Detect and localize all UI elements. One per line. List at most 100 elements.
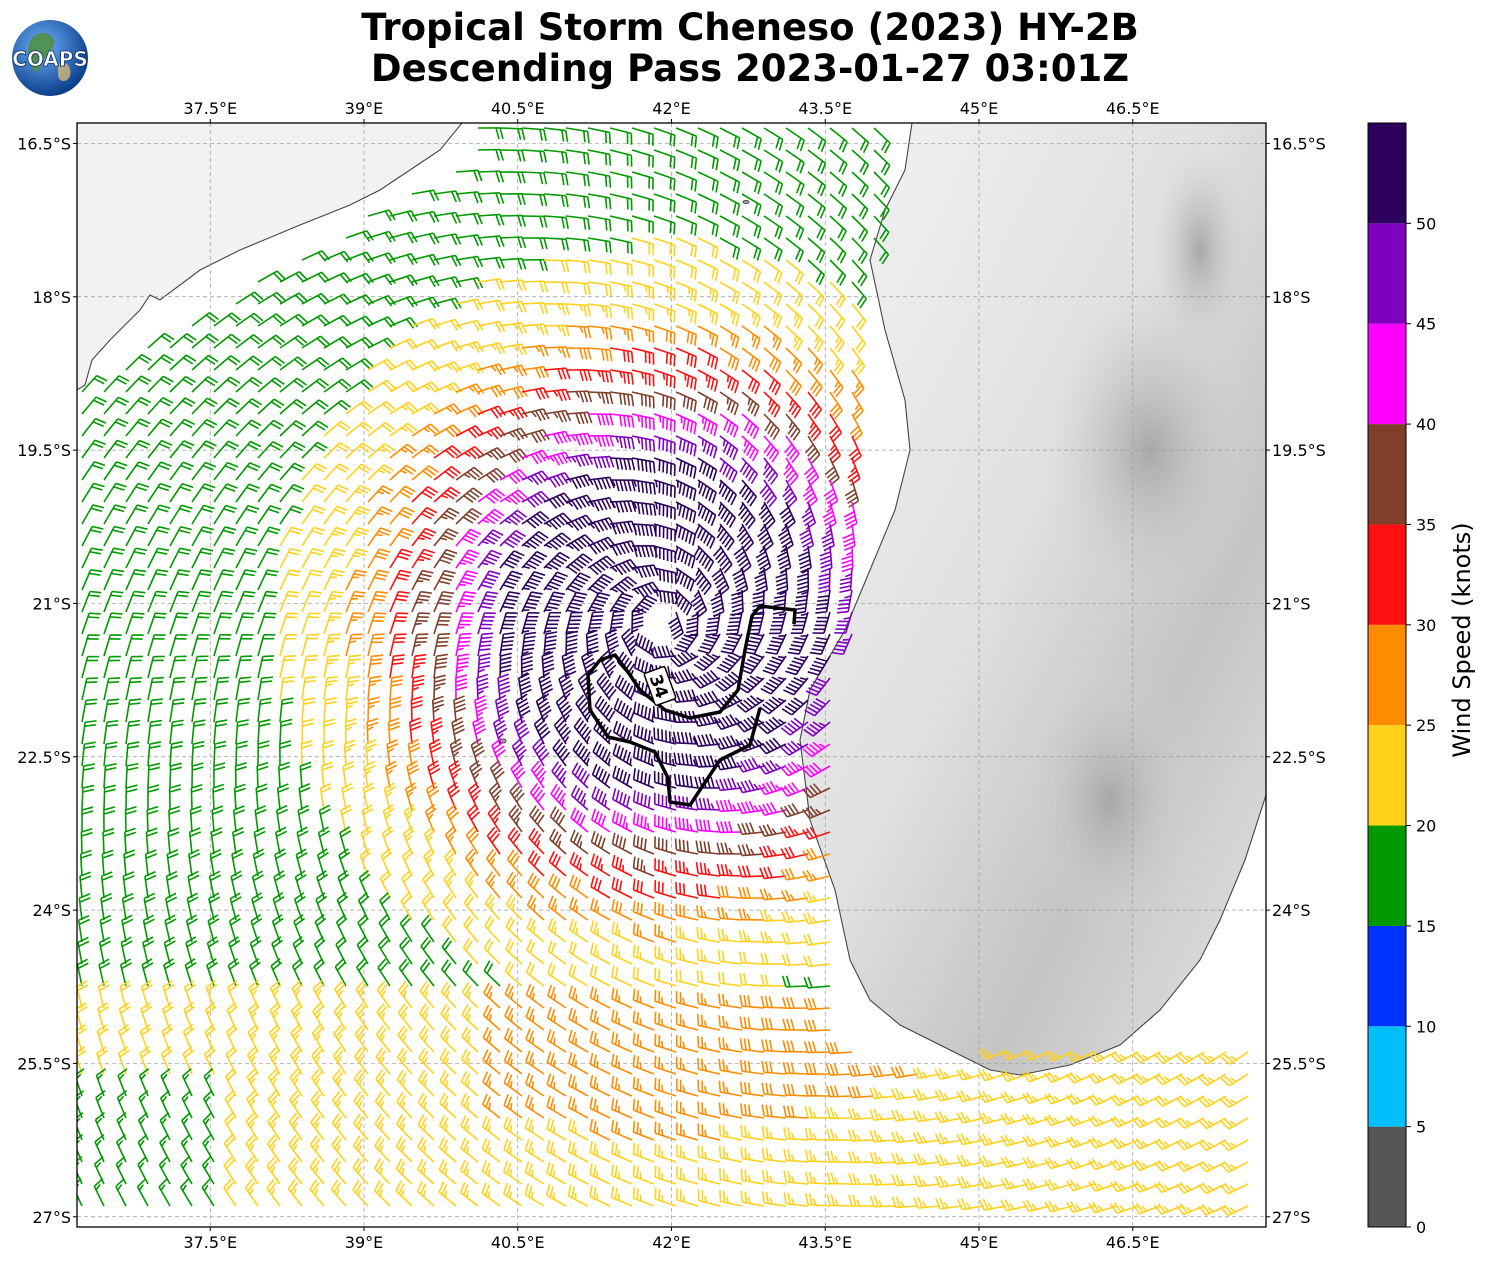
wind-barb [81, 720, 97, 745]
wind-barb [395, 1113, 413, 1141]
wind-barb [527, 872, 545, 899]
wind-barb [103, 612, 123, 635]
wind-barb [716, 523, 735, 551]
wind-barb [345, 336, 374, 349]
wind-barb [499, 427, 528, 441]
wind-barb [543, 388, 571, 402]
wind-barb [186, 892, 199, 921]
wind-barb [81, 677, 99, 701]
wind-barb [438, 1136, 457, 1163]
wind-barb [257, 377, 285, 393]
wind-barb [697, 303, 719, 326]
wind-barb [525, 1028, 545, 1053]
wind-barb [842, 523, 856, 551]
wind-barb [213, 355, 241, 371]
wind-barb [310, 1090, 325, 1119]
wind-barb [169, 698, 185, 723]
wind-barb [279, 270, 308, 283]
wind-barb [422, 870, 435, 899]
wind-barb [235, 376, 263, 393]
wind-barb [125, 655, 143, 679]
colorbar-tick-label: 40 [1416, 415, 1436, 434]
wind-barb [167, 827, 180, 855]
wind-barb [235, 612, 255, 635]
wind-barb [209, 848, 222, 877]
wind-barb [125, 762, 139, 789]
wind-barb [823, 479, 839, 508]
wind-barb [546, 1161, 567, 1185]
wind-barb [692, 690, 721, 708]
wind-barb [345, 379, 374, 393]
wind-barb [807, 171, 827, 197]
wind-barb [367, 612, 387, 635]
wind-barb [433, 548, 458, 569]
wind-barb [279, 718, 293, 745]
colorbar-tick-label: 20 [1416, 817, 1436, 836]
colorbar-tick-label: 0 [1416, 1218, 1426, 1237]
wind-barb [585, 629, 599, 657]
wind-barb [761, 1082, 787, 1097]
wind-barb [763, 149, 784, 173]
wind-barb [103, 439, 129, 459]
wind-barb [417, 1092, 435, 1119]
wind-barb [1088, 1051, 1117, 1063]
wind-barb [520, 652, 534, 679]
wind-barb [719, 325, 740, 349]
wind-barb [567, 1074, 589, 1097]
wind-barb [257, 740, 270, 767]
colorbar-bin [1368, 123, 1406, 224]
wind-barb [253, 826, 266, 855]
wind-barb [547, 962, 567, 987]
wind-barb [780, 740, 809, 756]
wind-barb [807, 215, 826, 241]
wind-barb [257, 634, 276, 657]
lat-tick-label: 16.5°S [1272, 134, 1326, 153]
wind-barb [546, 1051, 567, 1075]
colorbar-tick-label: 45 [1416, 315, 1436, 334]
wind-barb [521, 612, 540, 635]
wind-barb [411, 548, 436, 569]
wind-barb [169, 354, 197, 371]
wind-barb [839, 567, 853, 594]
wind-barb [807, 655, 831, 676]
wind-barb [235, 462, 261, 481]
wind-barb [301, 654, 318, 679]
wind-barb [632, 1164, 655, 1185]
wind-barb [485, 871, 501, 899]
wind-barb [1132, 1137, 1161, 1150]
wind-barb [77, 980, 89, 1009]
wind-barb [525, 1072, 545, 1097]
wind-barb [248, 980, 261, 1009]
wind-barb [125, 634, 144, 657]
wind-barb [191, 719, 206, 745]
wind-barb [782, 1061, 809, 1075]
wind-barb [1220, 1051, 1249, 1065]
wind-barb [610, 1163, 633, 1185]
wind-barb [551, 761, 567, 789]
colorbar-tick-label: 10 [1416, 1017, 1436, 1036]
wind-barb [499, 468, 528, 485]
wind-barb [374, 1113, 391, 1141]
lon-tick-label: 42°E [652, 1233, 690, 1252]
wind-barb [849, 413, 863, 442]
wind-barb [356, 936, 369, 965]
wind-barb [719, 237, 741, 260]
wind-barb [331, 1090, 347, 1119]
wind-barb [331, 1135, 347, 1163]
wind-barb [455, 466, 484, 481]
wind-barb [675, 325, 698, 346]
wind-barb [611, 1097, 633, 1119]
wind-barb [594, 695, 616, 723]
wind-barb [589, 1008, 611, 1031]
wind-barb [309, 1157, 325, 1185]
wind-barb [246, 1090, 259, 1119]
wind-barb [467, 782, 482, 811]
wind-barb [697, 457, 718, 481]
wind-barb [477, 170, 505, 183]
wind-barb [804, 435, 821, 464]
wind-barb [508, 804, 523, 833]
wind-barb [462, 959, 479, 987]
wind-barb [289, 1046, 303, 1075]
wind-barb [718, 1036, 743, 1053]
